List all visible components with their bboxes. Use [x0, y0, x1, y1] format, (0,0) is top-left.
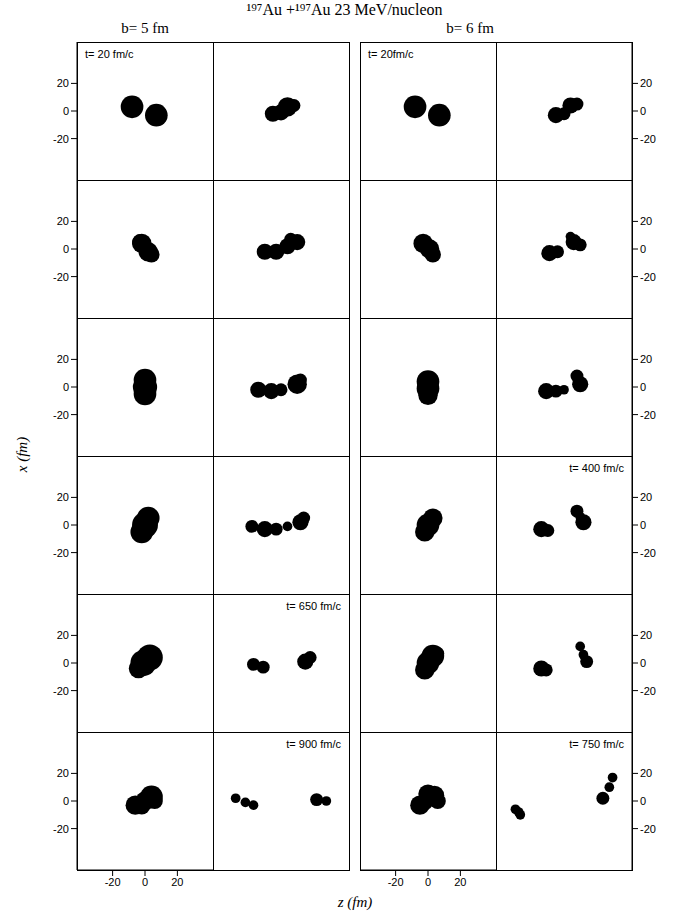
svg-text:-20: -20: [388, 876, 404, 888]
svg-text:20: 20: [57, 491, 69, 503]
svg-text:-20: -20: [53, 823, 69, 835]
svg-text:-20: -20: [53, 271, 69, 283]
svg-text:0: 0: [425, 876, 431, 888]
svg-text:-20: -20: [640, 133, 656, 145]
html-text:t= 400 fm/c: t= 400 fm/c: [569, 462, 624, 474]
svg-text:20: 20: [640, 629, 652, 641]
svg-text:-20: -20: [53, 547, 69, 559]
svg-text:20: 20: [57, 767, 69, 779]
svg-text:0: 0: [63, 105, 69, 117]
svg-text:-20: -20: [640, 823, 656, 835]
svg-text:20: 20: [640, 215, 652, 227]
svg-text:-20: -20: [53, 685, 69, 697]
html-text:b= 5 fm: b= 5 fm: [121, 20, 169, 36]
svg-text:20: 20: [171, 876, 183, 888]
html-text:b= 6 fm: b= 6 fm: [446, 20, 494, 36]
html-text:x (fm): x (fm): [13, 436, 30, 473]
svg-text:0: 0: [640, 381, 646, 393]
html-text:t= 20 fm/c: t= 20 fm/c: [85, 48, 134, 60]
svg-text:20: 20: [640, 491, 652, 503]
html-text:¹⁹⁷Au +¹⁹⁷Au 23 MeV/nucleon: ¹⁹⁷Au +¹⁹⁷Au 23 MeV/nucleon: [246, 1, 443, 18]
svg-text:-20: -20: [53, 409, 69, 421]
svg-text:-20: -20: [53, 133, 69, 145]
html-text:z (fm): z (fm): [337, 894, 373, 910]
html-text:t= 650 fm/c: t= 650 fm/c: [286, 600, 341, 612]
svg-text:-20: -20: [640, 685, 656, 697]
svg-text:-20: -20: [105, 876, 121, 888]
svg-text:20: 20: [454, 876, 466, 888]
svg-text:0: 0: [63, 657, 69, 669]
svg-text:20: 20: [640, 353, 652, 365]
svg-text:0: 0: [142, 876, 148, 888]
svg-text:20: 20: [57, 77, 69, 89]
svg-text:20: 20: [640, 767, 652, 779]
svg-text:0: 0: [640, 795, 646, 807]
svg-text:0: 0: [63, 519, 69, 531]
svg-text:0: 0: [63, 243, 69, 255]
html-text:t= 900 fm/c: t= 900 fm/c: [286, 738, 341, 750]
svg-text:0: 0: [63, 795, 69, 807]
svg-text:0: 0: [640, 657, 646, 669]
svg-text:0: 0: [640, 105, 646, 117]
svg-text:0: 0: [640, 519, 646, 531]
svg-text:-20: -20: [640, 271, 656, 283]
svg-text:-20: -20: [640, 409, 656, 421]
svg-text:20: 20: [57, 629, 69, 641]
svg-text:-20: -20: [640, 547, 656, 559]
svg-text:0: 0: [63, 381, 69, 393]
svg-text:20: 20: [57, 353, 69, 365]
svg-text:20: 20: [640, 77, 652, 89]
svg-text:20: 20: [57, 215, 69, 227]
svg-text:0: 0: [640, 243, 646, 255]
html-text:t= 750 fm/c: t= 750 fm/c: [569, 738, 624, 750]
html-text:t= 20fm/c: t= 20fm/c: [368, 48, 414, 60]
